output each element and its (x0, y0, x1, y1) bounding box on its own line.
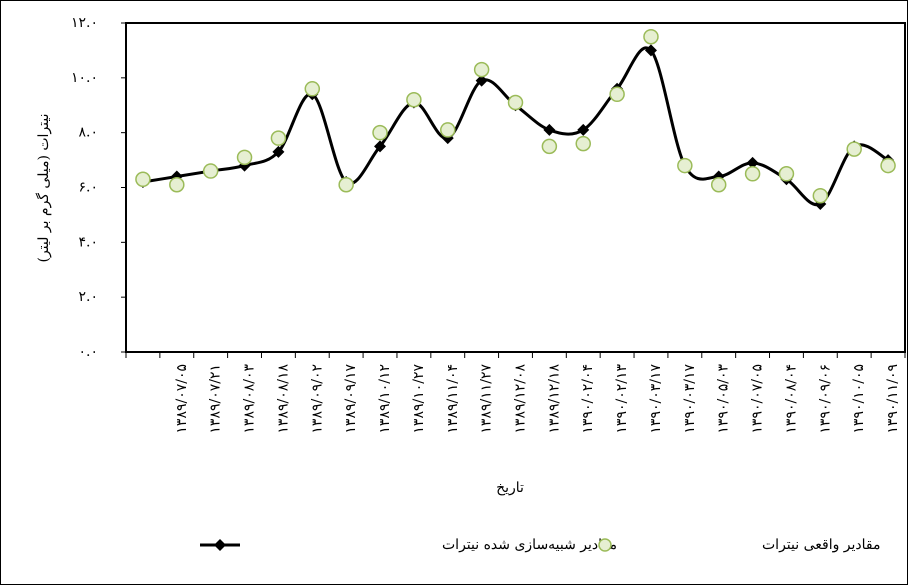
legend: مقادیر شبیه‌سازی شده نیترات مقادیر واقعی… (200, 537, 881, 553)
data-point (677, 157, 693, 174)
y-tick-label: ۶.۰ (79, 180, 99, 196)
x-tick-label: ۱۳۸۹/۰۷/۰۵ (174, 364, 190, 434)
y-tick-label: ۰.۰ (79, 344, 99, 360)
y-tick-label: ۲.۰ (79, 289, 99, 305)
data-point (507, 94, 524, 111)
data-point (575, 135, 591, 152)
data-point (440, 122, 456, 138)
data-point (202, 163, 219, 179)
x-tick-label: ۱۳۸۹/۱۱/۰۴ (445, 364, 461, 434)
x-tick-label: ۱۳۸۹/۱۰/۱۲ (377, 364, 393, 434)
data-point (644, 44, 657, 57)
data-point (577, 123, 590, 136)
data-point (710, 177, 727, 193)
legend-label: مقادیر شبیه‌سازی شده نیترات (442, 537, 617, 553)
x-tick-label: ۱۳۹۰/۱۱/۰۹ (885, 364, 901, 434)
data-point (270, 130, 287, 146)
x-tick-label: ۱۳۹۰/۰۲/۰۴ (580, 364, 596, 434)
y-tick-label: ۱۰.۰ (71, 70, 98, 86)
data-point (169, 177, 185, 193)
data-point (541, 138, 558, 155)
x-tick-label: ۱۳۹۰/۰۷/۰۵ (750, 364, 766, 434)
data-point (372, 124, 388, 141)
plot-area (125, 22, 906, 353)
y-tick-label: ۱۲.۰ (71, 15, 98, 31)
x-tick-label: ۱۳۹۰/۱۰/۰۵ (851, 364, 867, 434)
x-tick-label: ۱۳۸۹/۰۸/۱۸ (275, 364, 291, 434)
x-tick-label: ۱۳۹۰/۰۸/۰۴ (783, 364, 799, 434)
x-axis-title: تاریخ (496, 480, 524, 496)
data-point (338, 177, 354, 193)
legend-marker (214, 539, 226, 551)
data-point (744, 166, 761, 182)
data-point (543, 123, 556, 136)
data-point (304, 81, 321, 97)
data-point (609, 86, 625, 103)
y-axis-title: نیترات (میلی گرم بر لیتر) (35, 113, 52, 262)
x-tick-label: ۱۳۸۹/۰۹/۱۷ (343, 364, 359, 434)
x-tick-label: ۱۳۸۹/۱۰/۲۷ (411, 364, 427, 434)
data-point (643, 28, 659, 45)
y-tick-label: ۸.۰ (79, 125, 99, 141)
data-point (846, 141, 862, 157)
data-point (475, 74, 488, 87)
x-tick-label: ۱۳۸۹/۰۸/۰۳ (242, 364, 258, 434)
data-point (135, 171, 151, 188)
x-tick-label: ۱۳۸۹/۰۹/۰۲ (309, 364, 325, 434)
x-tick-label: ۱۳۸۹/۱۲/۰۸ (513, 364, 529, 434)
x-tick-label: ۱۳۹۰/۰۳/۱۷ (682, 364, 698, 434)
data-point (374, 140, 387, 153)
legend-label: مقادیر واقعی نیترات (762, 537, 881, 553)
y-tick-label: ۴.۰ (79, 234, 99, 250)
x-tick-label: ۱۳۹۰/۰۳/۱۷ (648, 364, 664, 434)
x-tick-label: ۱۳۸۹/۰۷/۲۱ (208, 364, 224, 434)
data-point (236, 149, 253, 166)
x-tick-label: ۱۳۸۹/۱۲/۱۸ (546, 364, 562, 434)
data-point (778, 166, 795, 182)
data-point (473, 61, 490, 78)
x-tick-label: ۱۳۸۹/۱۱/۲۷ (479, 364, 495, 434)
x-tick-label: ۱۳۹۰/۰۹/۰۶ (817, 364, 833, 434)
data-point (272, 145, 285, 158)
data-point (812, 187, 829, 204)
data-point (746, 156, 759, 169)
data-point (880, 157, 896, 174)
x-tick-label: ۱۳۹۰/۰۵/۰۳ (716, 364, 732, 434)
data-point (406, 92, 422, 108)
legend-marker (598, 538, 612, 552)
x-tick-label: ۱۳۹۰/۰۲/۱۳ (614, 364, 630, 434)
